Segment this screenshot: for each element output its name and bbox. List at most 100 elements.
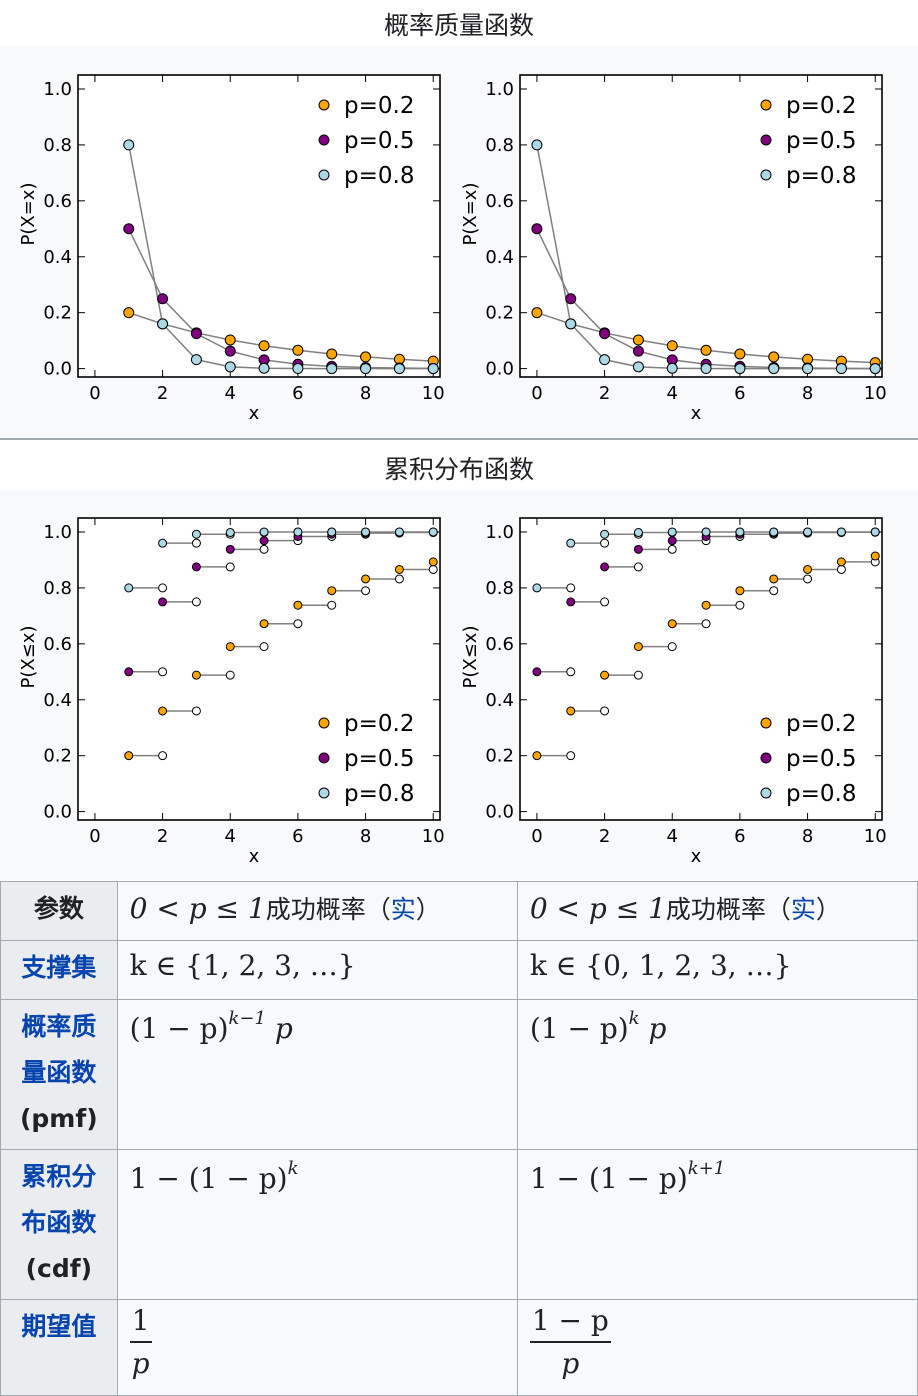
data-point [667,536,677,546]
data-point [835,363,847,375]
data-point [531,139,543,151]
open-point [191,538,201,548]
y-axis-label: P(X≤x) [460,626,481,689]
x-tick-label: 4 [225,383,236,404]
data-point [531,307,543,319]
cdf-chart-unshifted: 0.0 0.2 0.4 0.6 0.8 1.0 0 2 4 6 8 10 x P(X≤x) p=0.2 p=0… [460,517,887,867]
open-point [633,670,643,680]
legend-label: p=0.2 [786,711,856,737]
open-point [191,597,201,607]
legend-marker [760,717,772,729]
data-point [870,527,880,537]
x-tick-label: 8 [360,826,371,847]
y-tick-label: 0.2 [43,303,72,324]
data-point [158,597,168,607]
x-tick-label: 2 [157,383,168,404]
data-point [769,574,779,584]
legend-marker [760,99,772,111]
params-label: 参数 [0,881,118,941]
data-point [531,223,543,235]
y-axis-label: P(X=x) [18,183,39,246]
pmf-link[interactable]: 概率质 量函数 [21,1012,97,1087]
data-point [258,340,270,352]
data-point [600,529,610,539]
legend-marker [760,787,772,799]
data-point [632,345,644,357]
data-point [836,557,846,567]
y-tick-label: 0.6 [485,634,514,655]
open-point [428,564,438,574]
y-tick-label: 0.2 [43,746,72,767]
y-tick-label: 0.6 [43,191,72,212]
x-tick-label: 10 [422,383,445,404]
params-right-close: ） [815,895,841,924]
legend-marker [760,169,772,181]
cdf-chart-shifted: 0.0 0.2 0.4 0.6 0.8 1.0 0 2 4 6 8 10 x P(X≤x) p=0.2 p=0… [18,517,445,867]
legend-marker [318,134,330,146]
x-axis-label: x [691,846,702,867]
open-point [259,642,269,652]
data-point [292,344,304,356]
x-tick-label: 6 [734,826,745,847]
data-point [124,751,134,761]
open-point [803,574,813,584]
open-point [701,619,711,629]
data-point [293,600,303,610]
x-tick-label: 8 [802,826,813,847]
real-link[interactable]: 实 [390,895,416,924]
data-point [600,562,610,572]
open-point [225,670,235,680]
open-point [735,600,745,610]
data-point [566,538,576,548]
x-tick-label: 0 [531,826,542,847]
open-point [158,583,168,593]
y-tick-label: 0.0 [485,359,514,380]
x-tick-label: 0 [531,383,542,404]
pmf-right: (1 − p)k p [516,999,918,1150]
open-point [327,600,337,610]
open-point [566,583,576,593]
y-tick-label: 0.0 [485,802,514,823]
data-point [190,354,202,366]
legend-label: p=0.5 [344,128,414,154]
x-tick-label: 6 [734,383,745,404]
legend-marker [318,717,330,729]
data-point [836,527,846,537]
data-point [532,667,542,677]
y-tick-label: 0.4 [43,690,72,711]
x-axis-label: x [249,403,260,424]
open-point [667,544,677,554]
legend-label: p=0.2 [344,93,414,119]
cdf-link[interactable]: 累积分 布函数 [21,1162,97,1237]
legend-label: p=0.5 [786,746,856,772]
data-point [158,538,168,548]
open-point [600,706,610,716]
data-point [599,328,611,340]
support-link[interactable]: 支撑集 [21,953,97,982]
real-link[interactable]: 实 [790,895,816,924]
open-point [361,586,371,596]
support-row: 支撑集 k ∈ {1, 2, 3, …} k ∈ {0, 1, 2, 3, …} [0,940,918,1000]
x-tick-label: 4 [667,826,678,847]
legend-marker [318,169,330,181]
legend-marker [318,99,330,111]
pmf-abbrev: (pmf) [19,1104,98,1133]
mean-link[interactable]: 期望值 [21,1312,97,1341]
cdf-right: 1 − (1 − p)k+1 [516,1149,918,1300]
data-point [633,528,643,538]
data-point [225,544,235,554]
support-right: k ∈ {0, 1, 2, 3, …} [516,940,918,1000]
series-line [128,311,434,362]
y-axis-label: P(X=x) [460,183,481,246]
params-left-close: ） [415,895,441,924]
x-axis-label: x [249,846,260,867]
open-point [566,751,576,761]
cdf-left: 1 − (1 − p)k [116,1149,518,1300]
data-point [293,527,303,537]
legend-label: p=0.2 [344,711,414,737]
plot-area [77,517,441,821]
